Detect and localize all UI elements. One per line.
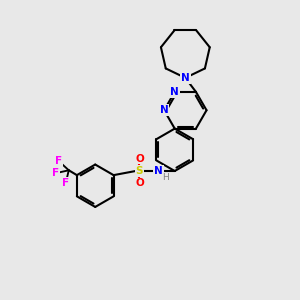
Text: N: N	[160, 105, 169, 115]
Text: O: O	[135, 154, 144, 164]
Text: N: N	[170, 87, 179, 97]
Text: N: N	[181, 73, 190, 83]
Text: N: N	[154, 166, 163, 176]
Text: F: F	[52, 168, 59, 178]
Text: O: O	[135, 178, 144, 188]
Text: H: H	[163, 173, 169, 182]
Text: F: F	[55, 156, 62, 166]
Text: F: F	[62, 178, 69, 188]
Text: S: S	[136, 166, 143, 176]
